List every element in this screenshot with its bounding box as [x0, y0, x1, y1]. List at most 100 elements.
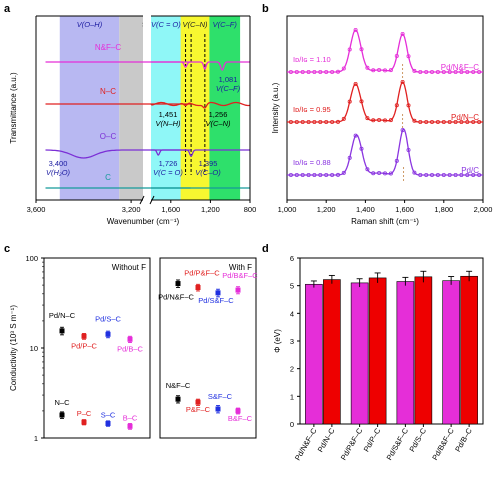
raman-point-2	[424, 172, 429, 177]
raman-point-0	[418, 70, 423, 75]
raman-point-1	[465, 120, 470, 125]
cond-point-label: Pd/B&F–C	[222, 271, 258, 280]
ftir-band-2	[151, 16, 181, 200]
wf-ytick-label-4: 4	[290, 309, 294, 318]
raman-point-0	[324, 70, 329, 75]
ftir-band-label-2: V(C = O)	[151, 20, 181, 29]
raman-point-0	[347, 47, 352, 52]
cond-point-label: Pd/S&F–C	[198, 296, 234, 305]
wf-xtick-label-2: Pd/P&F–C	[339, 426, 365, 462]
raman-point-0	[453, 70, 458, 75]
raman-point-0	[330, 70, 335, 75]
raman-point-0	[318, 70, 323, 75]
raman-point-1	[341, 116, 346, 121]
raman-xtick-label-3: 1,600	[395, 205, 414, 214]
raman-point-1	[300, 120, 305, 125]
ftir-line-right-1	[150, 101, 250, 109]
raman-point-2	[312, 172, 317, 177]
raman-point-2	[429, 172, 434, 177]
cond-point-label: B–C	[123, 413, 138, 422]
raman-point-2	[365, 167, 370, 172]
ftir-xlabel: Wavenumber (cm⁻¹)	[107, 217, 180, 226]
ftir-break-mark-1	[139, 195, 145, 205]
raman-point-1	[400, 80, 405, 85]
ftir-band-label-3: V(C–N)	[183, 20, 209, 29]
raman-point-0	[388, 68, 393, 73]
raman-ratio-0: Iᴅ/Iɢ = 1.10	[293, 55, 331, 64]
raman-point-0	[300, 70, 305, 75]
raman-point-2	[300, 172, 305, 177]
cond-point-label: Pd/N&F–C	[158, 293, 194, 302]
ftir-break-mark-2	[149, 195, 155, 205]
cond-point-label: Pd/S–C	[95, 314, 121, 323]
raman-point-0	[412, 68, 417, 73]
panel-c: Without F With F 100 10 1 Pd/N–C Pd/P–C Pd/S–C P…	[9, 254, 258, 443]
ftir-ylabel: Transmittance (a.u.)	[9, 72, 18, 144]
wf-bar-7	[460, 275, 478, 425]
cond-ytick-label-2: 1	[34, 434, 38, 443]
wf-bar-4	[396, 281, 415, 425]
ftir-band-0	[59, 16, 120, 200]
panel-d: 0 1 2 3 4 5 6 Pd/N&F–CPd/N–C Pd/P&F–CPd/P–C Pd/S&…	[273, 254, 484, 462]
wf-xtick-label-0: Pd/N&F–C	[293, 426, 319, 462]
cond-point-label: S&F–C	[208, 392, 233, 401]
ftir-series-label-0: N&F–C	[95, 43, 121, 52]
raman-point-1	[435, 120, 440, 125]
cond-group-title-1: With F	[229, 263, 252, 272]
panel-b: Iᴅ/Iɢ = 1.10 Pd/N&F–C Iᴅ/Iɢ = 0.95 Pd/N–C Iᴅ…	[271, 15, 492, 226]
raman-ratio-2: Iᴅ/Iɢ = 0.88	[293, 158, 331, 167]
wf-xtick-label-6: Pd/B&F–C	[430, 426, 456, 462]
raman-xlabel: Raman shift (cm⁻¹)	[351, 217, 419, 226]
raman-point-0	[371, 68, 376, 73]
raman-series-label-0: Pd/N&F–C	[441, 63, 479, 72]
ftir-band-label-0: V(O–H)	[77, 20, 103, 29]
raman-point-2	[453, 172, 458, 177]
cond-point-label: Pd/N–C	[49, 311, 76, 320]
raman-point-0	[429, 70, 434, 75]
ftir-xtick-label-0: 3,600	[27, 205, 46, 214]
ftir-annotation-sub-2: V(C–N)	[205, 119, 231, 128]
raman-point-0	[312, 70, 317, 75]
raman-point-2	[341, 170, 346, 175]
raman-point-1	[335, 119, 340, 124]
raman-point-2	[388, 171, 393, 176]
cond-point	[235, 287, 241, 293]
panel-letter-b: b	[262, 3, 269, 15]
raman-series-label-1: Pd/N–C	[451, 113, 479, 122]
raman-line-2	[287, 128, 483, 176]
raman-point-0	[365, 65, 370, 70]
ftir-annotation-sub-3: V(H₂O)	[46, 168, 71, 177]
raman-point-1	[288, 120, 293, 125]
cond-point-label: B&F–C	[228, 414, 253, 423]
panel-a: V(O–H)SampleV(C = O)V(C–N)V(C–F)N&F–CN–C…	[9, 15, 256, 226]
axis-break-gap	[143, 15, 151, 201]
ftir-annotation-4: 1,726	[159, 159, 178, 168]
raman-point-0	[465, 70, 470, 75]
raman-point-0	[435, 70, 440, 75]
wf-xtick-label-7: Pd/B–C	[453, 426, 474, 453]
wf-ytick-label-2: 2	[290, 365, 294, 374]
cond-point-label: N–C	[54, 398, 70, 407]
wf-ytick-label-3: 3	[290, 337, 294, 346]
raman-point-2	[359, 146, 364, 151]
raman-point-2	[412, 170, 417, 175]
ftir-series-label-3: C	[105, 173, 111, 182]
raman-point-0	[441, 70, 446, 75]
raman-point-1	[447, 120, 452, 125]
ftir-band-4	[209, 16, 241, 200]
raman-point-0	[335, 69, 340, 74]
cond-point	[175, 396, 181, 402]
raman-point-1	[459, 120, 464, 125]
raman-line-0	[287, 29, 483, 73]
ftir-line-right-0	[151, 61, 250, 71]
raman-point-1	[453, 120, 458, 125]
wf-ylabel: Φ (eV)	[273, 329, 282, 353]
ftir-xtick-label-3: 1,200	[201, 205, 220, 214]
ftir-xtick-label-1: 3,200	[122, 205, 141, 214]
raman-point-0	[359, 47, 364, 52]
raman-point-1	[388, 118, 393, 123]
cond-point	[175, 281, 181, 287]
raman-point-1	[429, 120, 434, 125]
wf-xtick-label-5: Pd/S–C	[407, 426, 428, 453]
